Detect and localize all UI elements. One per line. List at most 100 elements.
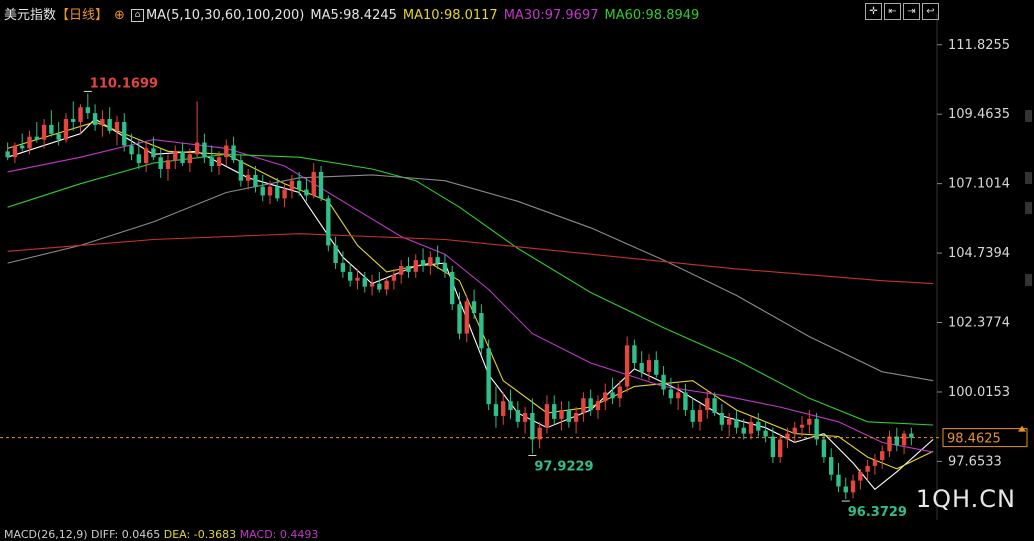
candle-up [289, 180, 295, 190]
low1-annotation: 97.9229 [534, 459, 593, 474]
y-tick-label: 102.3774 [948, 316, 1010, 331]
candle-down [151, 148, 156, 158]
candle-up [464, 301, 469, 334]
candle-down [894, 436, 899, 446]
candle-up [194, 142, 200, 155]
y-tick-label: 109.4635 [948, 107, 1010, 122]
candle-down [486, 348, 491, 405]
ma100-line [7, 174, 934, 382]
indicator-icon[interactable]: ⌂ [130, 9, 144, 22]
candle-up [675, 392, 681, 399]
candle-down [296, 180, 302, 190]
candle-up [697, 410, 703, 422]
candle-down [260, 186, 265, 196]
candle-down [683, 392, 688, 411]
candle-up [537, 427, 542, 440]
candle-down [71, 119, 76, 122]
candle-up [880, 451, 885, 461]
y-tick-label: 97.6533 [948, 454, 1002, 469]
current-price-label: 98.4625 [947, 432, 1001, 447]
y-tick-label: 100.0153 [948, 385, 1010, 400]
candle-up [413, 260, 418, 272]
low2-annotation: 96.3729 [848, 505, 907, 520]
candle-up [595, 401, 601, 411]
candle-down [333, 245, 338, 264]
candle-up [872, 460, 878, 466]
align-right-icon[interactable]: ⇥ [903, 3, 920, 20]
candle-up [544, 404, 550, 428]
candle-down [304, 189, 309, 196]
candle-up [559, 410, 564, 419]
candle-down [347, 271, 353, 281]
candle-down [814, 418, 819, 440]
candle-up [807, 418, 812, 425]
candle-up [216, 157, 222, 167]
candle-up [785, 433, 790, 440]
ma60-label: MA60:98.8949 [604, 8, 700, 23]
candle-down [442, 263, 448, 272]
plus-circle-icon[interactable]: ⊕ [114, 8, 125, 23]
candle-up [705, 398, 710, 411]
ma30-line [7, 139, 934, 453]
candle-up [850, 480, 856, 493]
candle-up [646, 360, 652, 372]
candle-up [391, 274, 397, 281]
candle-up [792, 427, 797, 434]
side-button-1[interactable] [1025, 110, 1032, 122]
align-left-icon[interactable]: ⇤ [884, 3, 901, 20]
candle-down [326, 198, 331, 246]
candle-down [362, 277, 367, 287]
candle-down [661, 374, 666, 390]
candle-up [282, 189, 287, 199]
candle-down [719, 412, 725, 425]
candle-down [530, 412, 535, 440]
candle-down [275, 186, 280, 199]
candle-up [311, 171, 316, 196]
candle-down [763, 430, 768, 437]
candle-up [799, 424, 805, 428]
side-button-4[interactable] [1025, 274, 1032, 286]
candle-up [865, 465, 870, 472]
candle-up [267, 186, 273, 196]
candle-down [654, 360, 659, 375]
period-label[interactable]: 【日线】 [56, 8, 109, 23]
candle-down [20, 145, 25, 149]
candle-down [829, 457, 834, 475]
y-tick-label: 107.1014 [948, 177, 1010, 192]
candle-down [668, 389, 674, 399]
candle-up [617, 386, 623, 399]
candle-up [858, 471, 863, 481]
price-marker-icon [1018, 425, 1026, 432]
candle-up [12, 145, 18, 158]
candle-down [821, 439, 827, 458]
candle-down [85, 107, 90, 114]
ma10-line [7, 121, 934, 470]
candle-down [450, 271, 455, 305]
candle-down [122, 121, 127, 146]
ma5-label: MA5:98.4245 [310, 8, 397, 23]
candle-down [34, 136, 39, 140]
candle-down [5, 151, 10, 158]
candle-up [399, 266, 404, 275]
side-button-3[interactable] [1025, 202, 1032, 214]
ma30-label: MA30:97.9697 [503, 8, 599, 23]
candle-up [522, 412, 528, 422]
candle-up [887, 436, 892, 452]
candle-up [224, 145, 229, 158]
back-icon[interactable]: ↩ [922, 3, 939, 20]
candle-up [428, 257, 433, 266]
candle-down [56, 133, 61, 140]
candle-up [78, 107, 83, 122]
candle-down [406, 266, 411, 272]
candle-down [420, 260, 426, 266]
crosshair-icon[interactable]: ✛ [865, 3, 882, 20]
candle-up [501, 401, 506, 416]
candle-down [712, 398, 717, 413]
watermark: 1QH.CN [915, 485, 1016, 513]
candle-up [27, 136, 32, 149]
side-button-2[interactable] [1025, 172, 1032, 184]
candle-down [734, 418, 739, 428]
candle-up [573, 412, 579, 422]
candle-down [136, 154, 142, 164]
